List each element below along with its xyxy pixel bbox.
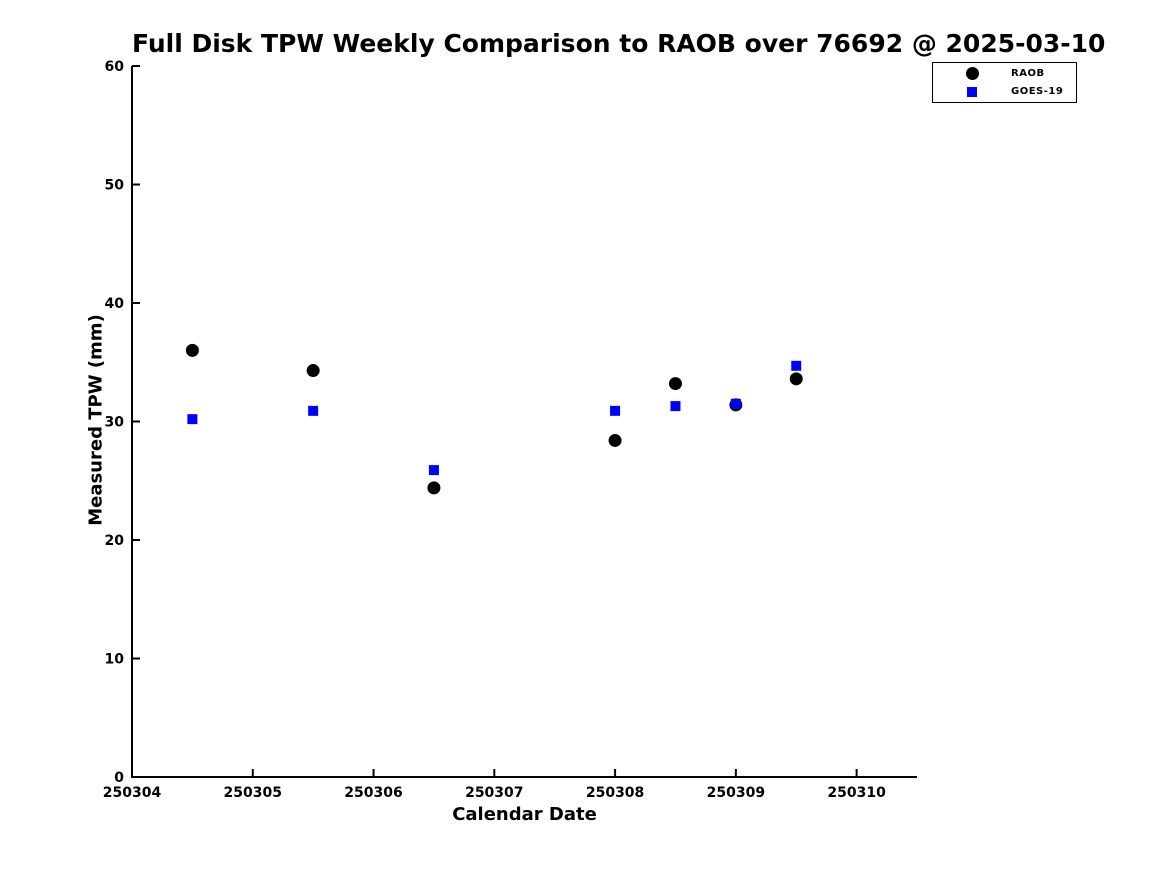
- x-tick-label: 250309: [707, 785, 765, 801]
- raob-marker: [789, 372, 803, 386]
- x-axis-label: Calendar Date: [452, 804, 597, 825]
- y-tick-label: 0: [114, 770, 124, 786]
- legend: RAOB GOES-19: [932, 62, 1077, 103]
- goes-19-marker: [791, 360, 802, 371]
- x-tick-label: 250305: [224, 785, 282, 801]
- raob-marker: [668, 377, 682, 391]
- x-tick-label: 250304: [103, 785, 162, 801]
- goes-19-marker: [428, 465, 439, 476]
- goes-19-marker: [610, 405, 621, 416]
- legend-item-goes-19: GOES-19: [933, 83, 1076, 100]
- goes-19-marker: [187, 414, 198, 425]
- raob-marker: [185, 343, 199, 357]
- x-tick-label: 250306: [344, 785, 402, 801]
- y-tick-label: 50: [105, 178, 125, 194]
- legend-marker-cell: [933, 67, 1011, 80]
- goes-19-square-marker-icon: [967, 86, 977, 97]
- y-tick-label: 10: [105, 652, 125, 668]
- x-tick-label: 250308: [586, 785, 644, 801]
- legend-label-goes-19: GOES-19: [1011, 86, 1064, 97]
- y-tick-label: 30: [105, 415, 125, 431]
- raob-circle-marker-icon: [965, 67, 979, 80]
- legend-label-raob: RAOB: [1011, 68, 1045, 79]
- raob-marker: [608, 433, 622, 447]
- goes-19-marker: [308, 405, 319, 416]
- y-tick-label: 20: [105, 533, 125, 549]
- y-tick-label: 60: [105, 59, 125, 75]
- y-tick-label: 40: [105, 296, 125, 312]
- x-tick-label: 250310: [827, 785, 886, 801]
- goes-19-marker: [730, 398, 741, 409]
- x-tick-label: 250307: [465, 785, 523, 801]
- legend-marker-cell: [933, 86, 1011, 97]
- goes-19-marker: [670, 401, 681, 412]
- raob-marker: [306, 364, 320, 378]
- raob-marker: [427, 481, 441, 495]
- legend-item-raob: RAOB: [933, 65, 1076, 82]
